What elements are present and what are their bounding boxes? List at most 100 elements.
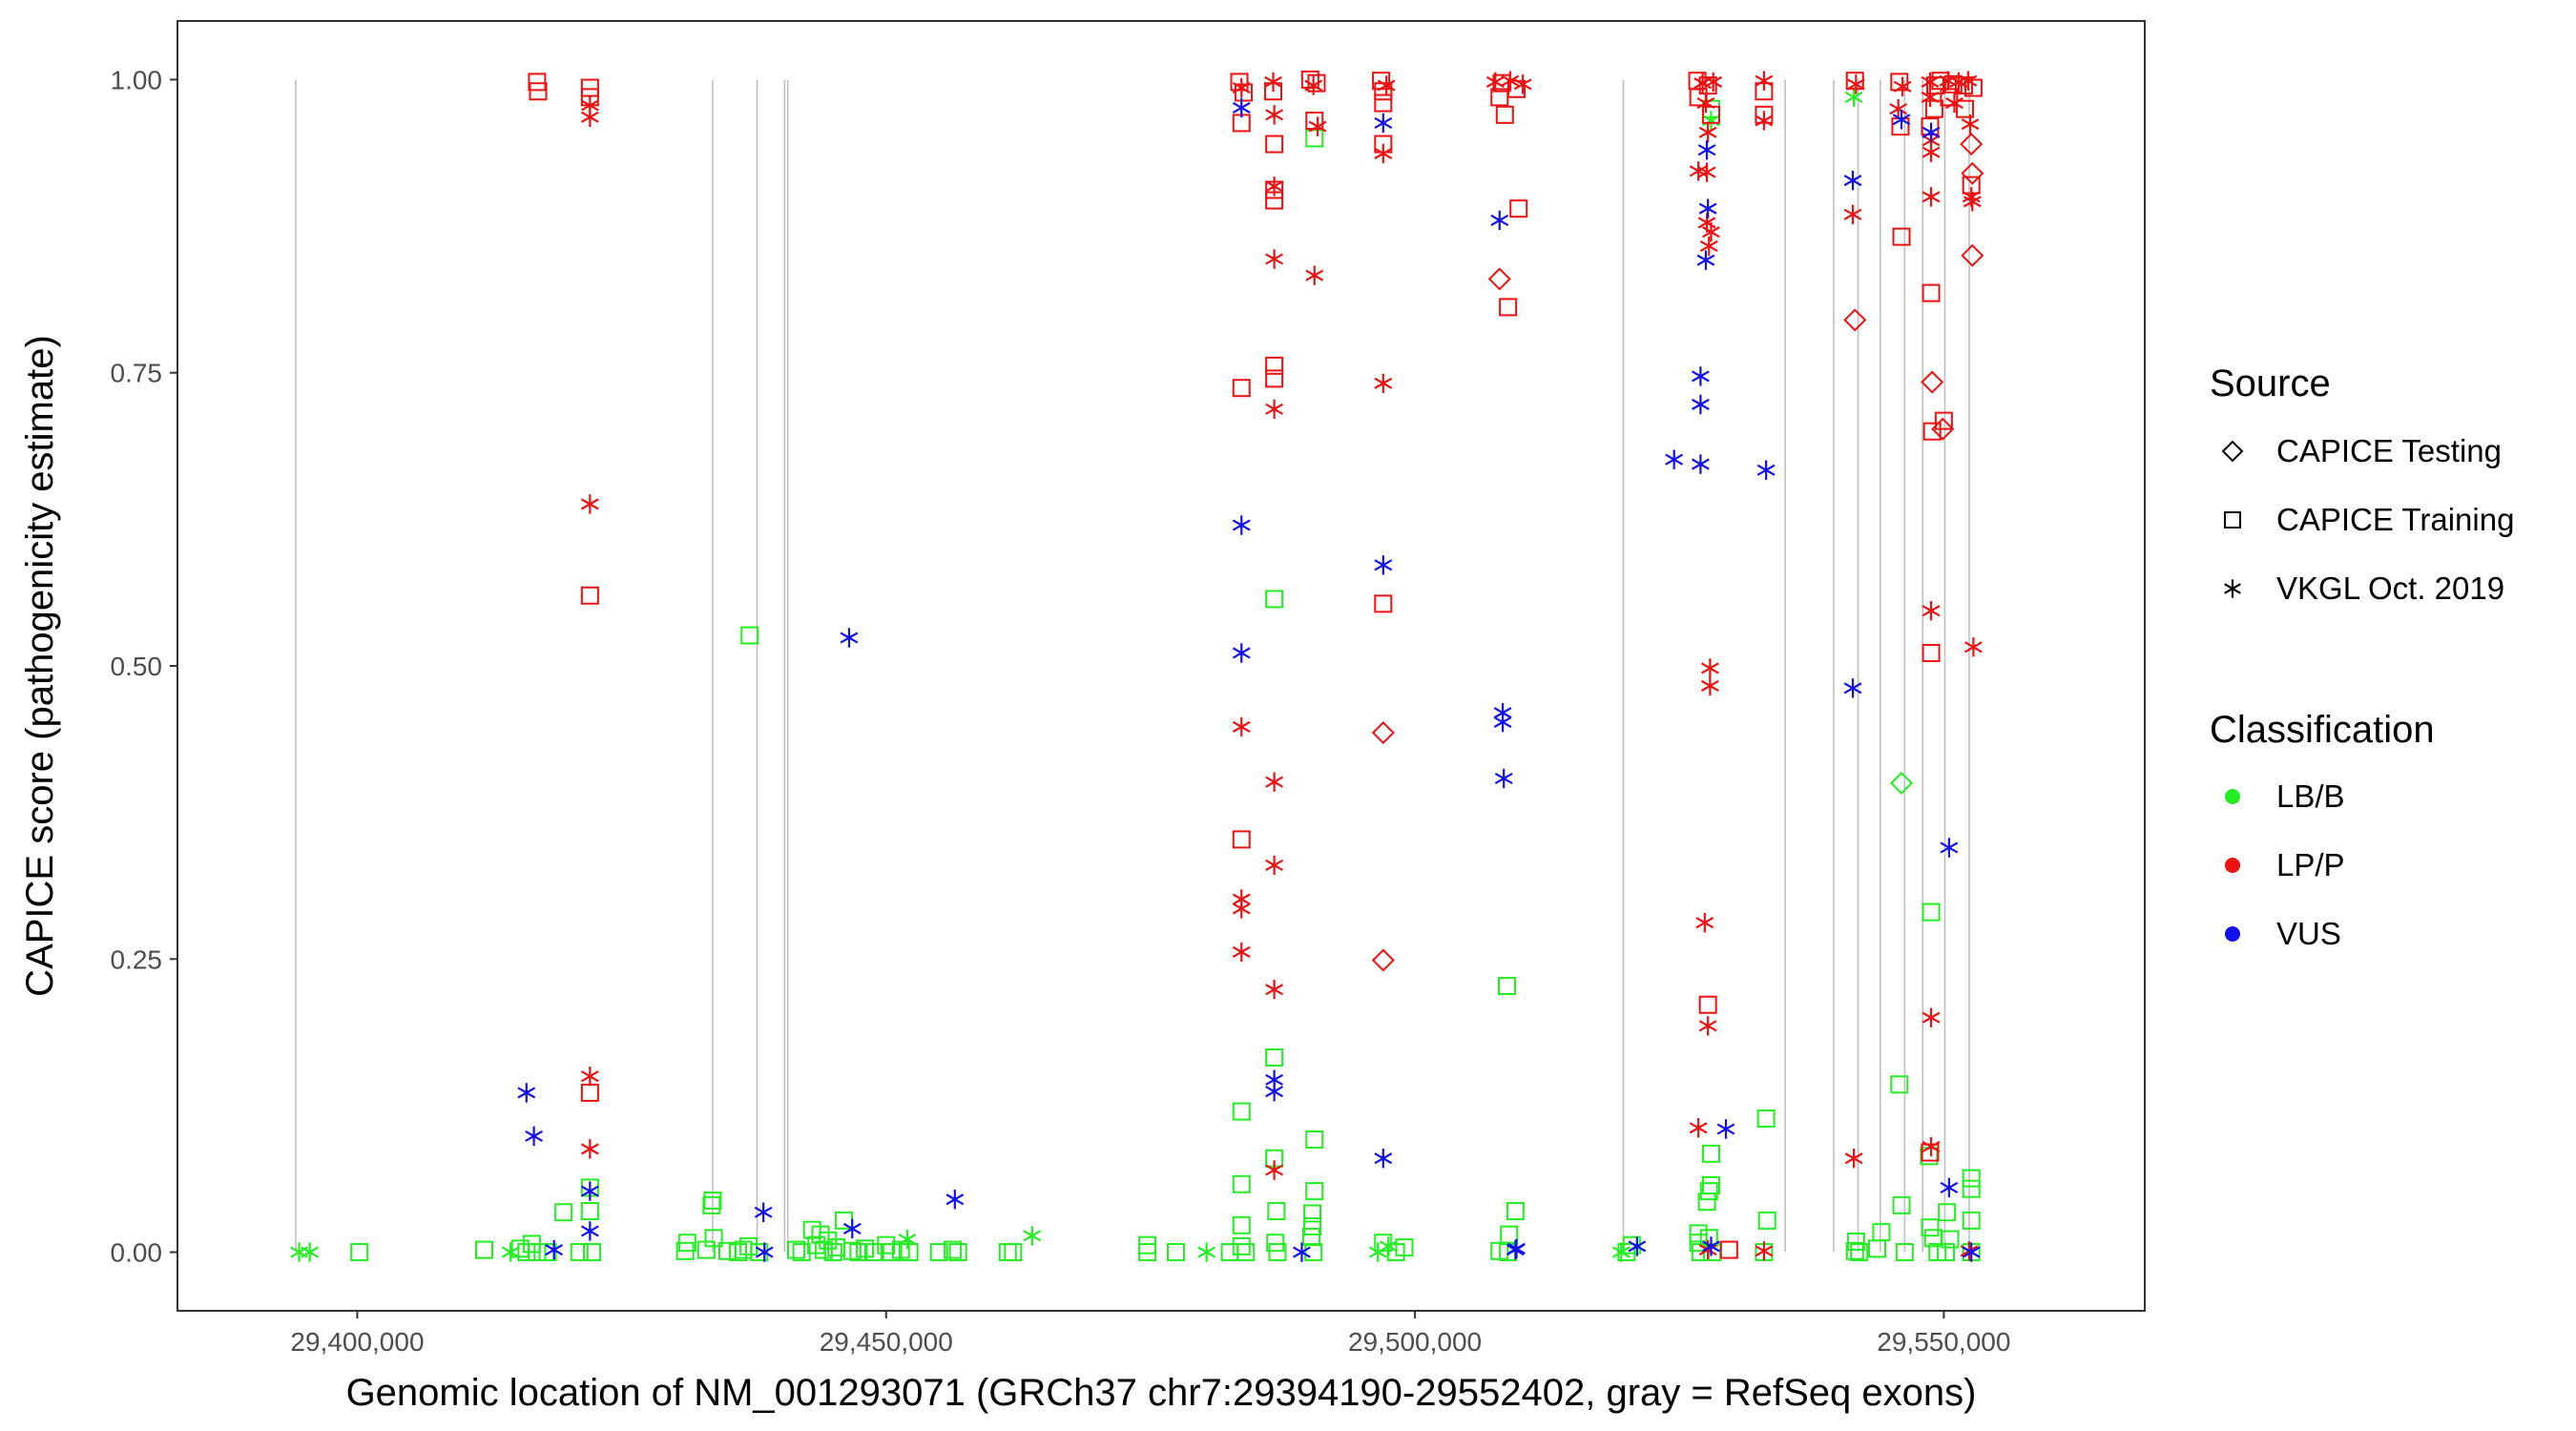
data-point xyxy=(1895,1243,1914,1262)
data-point xyxy=(1922,422,1942,441)
data-point xyxy=(1844,87,1863,108)
data-point xyxy=(1265,1160,1284,1180)
legend-label-capice-testing: CAPICE Testing xyxy=(2276,433,2502,468)
data-point xyxy=(1940,838,1959,858)
y-tick-label: 0.75 xyxy=(111,359,163,388)
data-point xyxy=(580,586,599,605)
data-point xyxy=(1934,411,1953,430)
data-point xyxy=(1265,369,1284,388)
data-point xyxy=(1617,1243,1636,1262)
data-point xyxy=(1850,1243,1869,1262)
data-point xyxy=(1922,122,1941,142)
data-point xyxy=(1374,82,1393,101)
data-point xyxy=(1755,111,1774,131)
legend-key-asterisk xyxy=(2224,579,2241,598)
data-point xyxy=(945,1190,965,1210)
data-point xyxy=(1945,93,1963,114)
data-points xyxy=(290,70,1984,1262)
data-point xyxy=(1696,250,1715,270)
data-point xyxy=(1921,1218,1940,1237)
data-point xyxy=(1922,142,1941,162)
data-point xyxy=(740,626,759,645)
data-point xyxy=(677,1234,696,1253)
data-point xyxy=(1890,1075,1909,1094)
data-point xyxy=(1004,1243,1023,1262)
data-point xyxy=(1843,204,1862,224)
data-point xyxy=(1924,99,1943,118)
data-point xyxy=(1755,1241,1774,1261)
data-point xyxy=(1701,105,1720,124)
legend-key-square xyxy=(2224,511,2241,529)
data-point xyxy=(1232,1102,1251,1121)
data-point xyxy=(517,1083,536,1103)
legend-key-dot xyxy=(2225,858,2240,873)
data-point xyxy=(1890,73,1909,92)
legend-key-diamond xyxy=(2221,440,2244,463)
data-point xyxy=(1704,72,1723,93)
legend-label-lbb: LB/B xyxy=(2276,778,2345,814)
data-point xyxy=(1494,768,1513,789)
data-point xyxy=(1232,716,1251,737)
data-point xyxy=(1265,855,1284,876)
data-point xyxy=(704,1229,723,1248)
data-point xyxy=(1689,1224,1708,1243)
data-point xyxy=(1232,1215,1251,1234)
data-point xyxy=(1716,1119,1735,1139)
data-point xyxy=(1843,678,1862,698)
data-point xyxy=(1755,82,1774,101)
data-point xyxy=(1509,199,1528,218)
data-point xyxy=(570,1243,589,1262)
data-point xyxy=(1513,74,1532,94)
data-point xyxy=(1692,394,1710,415)
data-point xyxy=(1305,265,1324,285)
data-point xyxy=(1265,1048,1284,1068)
x-tick-label: 29,550,000 xyxy=(1877,1327,2010,1357)
data-point xyxy=(882,1243,901,1262)
data-point xyxy=(1232,97,1251,118)
data-point xyxy=(929,1243,948,1262)
data-point xyxy=(1265,180,1284,199)
data-point xyxy=(1872,1223,1891,1242)
data-point xyxy=(1844,1149,1863,1169)
data-point xyxy=(1964,637,1983,657)
data-point xyxy=(849,1243,868,1262)
data-point xyxy=(1493,712,1512,733)
data-point xyxy=(1506,1202,1525,1221)
data-point xyxy=(842,1241,862,1260)
data-point xyxy=(754,1202,773,1222)
x-axis: 29,400,000 29,450,000 29,500,000 29,550,000 xyxy=(290,1311,2010,1357)
data-point xyxy=(1490,88,1509,107)
data-point xyxy=(525,1126,543,1147)
data-point xyxy=(528,73,547,92)
data-point xyxy=(1922,643,1941,662)
exon-lines xyxy=(295,79,1970,1253)
y-tick-label: 0.25 xyxy=(111,944,163,974)
data-point xyxy=(1308,116,1327,136)
data-point xyxy=(1700,658,1719,678)
data-point xyxy=(1961,114,1980,135)
data-point xyxy=(301,1242,319,1262)
data-point xyxy=(1689,1118,1708,1138)
data-point xyxy=(583,1243,602,1262)
data-point xyxy=(554,1203,573,1222)
data-point xyxy=(1922,283,1941,302)
data-point xyxy=(1236,1243,1256,1262)
data-point xyxy=(1697,140,1716,160)
data-point xyxy=(545,1239,564,1260)
data-point xyxy=(1962,1242,1981,1262)
data-point xyxy=(1702,111,1720,131)
data-point xyxy=(703,1191,722,1210)
data-point xyxy=(1695,912,1714,933)
y-axis-title: CAPICE score (pathogenicity estimate) xyxy=(19,335,61,997)
data-point xyxy=(1232,1236,1251,1255)
data-point xyxy=(1756,1109,1776,1128)
y-tick-label: 0.50 xyxy=(111,652,163,681)
data-point xyxy=(1301,1228,1320,1247)
data-point xyxy=(900,1243,919,1262)
data-point xyxy=(1490,1241,1509,1260)
data-point xyxy=(1232,379,1251,398)
data-point xyxy=(1892,110,1911,130)
data-point xyxy=(1921,370,1944,394)
data-point xyxy=(1232,899,1251,919)
data-point xyxy=(1232,1174,1251,1193)
